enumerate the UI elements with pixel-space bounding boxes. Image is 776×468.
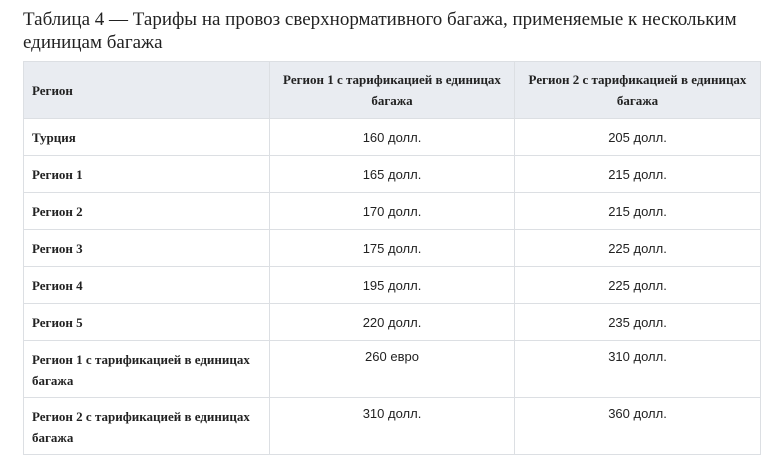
row-region-2-fee: 360 долл.: [514, 397, 761, 455]
table-row: Регион 4 195 долл. 225 долл.: [23, 266, 761, 304]
header-region-1-units: Регион 1 с тарификацией в единицах багаж…: [269, 61, 515, 119]
row-region-1-fee: 195 долл.: [269, 266, 515, 304]
row-region-1-fee: 310 долл.: [269, 397, 515, 455]
row-region-2-fee: 310 долл.: [514, 340, 761, 398]
row-region-1-fee: 170 долл.: [269, 192, 515, 230]
row-region-2-fee: 205 долл.: [514, 118, 761, 156]
row-region-2-fee: 225 долл.: [514, 266, 761, 304]
row-region-1-fee: 160 долл.: [269, 118, 515, 156]
row-region-2-fee: 215 долл.: [514, 155, 761, 193]
tariff-table: Регион Регион 1 с тарификацией в единица…: [23, 61, 761, 455]
row-region: Регион 4: [23, 266, 270, 304]
header-region-2-units: Регион 2 с тарификацией в единицах багаж…: [514, 61, 761, 119]
row-region-2-fee: 225 долл.: [514, 229, 761, 267]
table-caption: Таблица 4 — Тарифы на провоз сверхнормат…: [23, 9, 737, 53]
table-row: Регион 2 170 долл. 215 долл.: [23, 192, 761, 230]
row-region: Регион 1: [23, 155, 270, 193]
table-row: Регион 5 220 долл. 235 долл.: [23, 303, 761, 341]
row-region-2-fee: 215 долл.: [514, 192, 761, 230]
row-region-1-fee: 220 долл.: [269, 303, 515, 341]
row-region-1-fee: 165 долл.: [269, 155, 515, 193]
table-row: Регион 1 с тарификацией в единицах багаж…: [23, 340, 761, 398]
table-header-row: Регион Регион 1 с тарификацией в единица…: [23, 61, 761, 119]
row-region-2-fee: 235 долл.: [514, 303, 761, 341]
row-region: Регион 2: [23, 192, 270, 230]
header-region: Регион: [23, 61, 270, 119]
row-region-1-fee: 175 долл.: [269, 229, 515, 267]
table-row: Регион 3 175 долл. 225 долл.: [23, 229, 761, 267]
table-row: Турция 160 долл. 205 долл.: [23, 118, 761, 156]
row-region-1-fee: 260 евро: [269, 340, 515, 398]
row-region: Регион 3: [23, 229, 270, 267]
row-region: Регион 5: [23, 303, 270, 341]
row-region: Регион 2 с тарификацией в единицах багаж…: [23, 397, 270, 455]
table-row: Регион 2 с тарификацией в единицах багаж…: [23, 397, 761, 455]
table-row: Регион 1 165 долл. 215 долл.: [23, 155, 761, 193]
row-region: Регион 1 с тарификацией в единицах багаж…: [23, 340, 270, 398]
row-region: Турция: [23, 118, 270, 156]
